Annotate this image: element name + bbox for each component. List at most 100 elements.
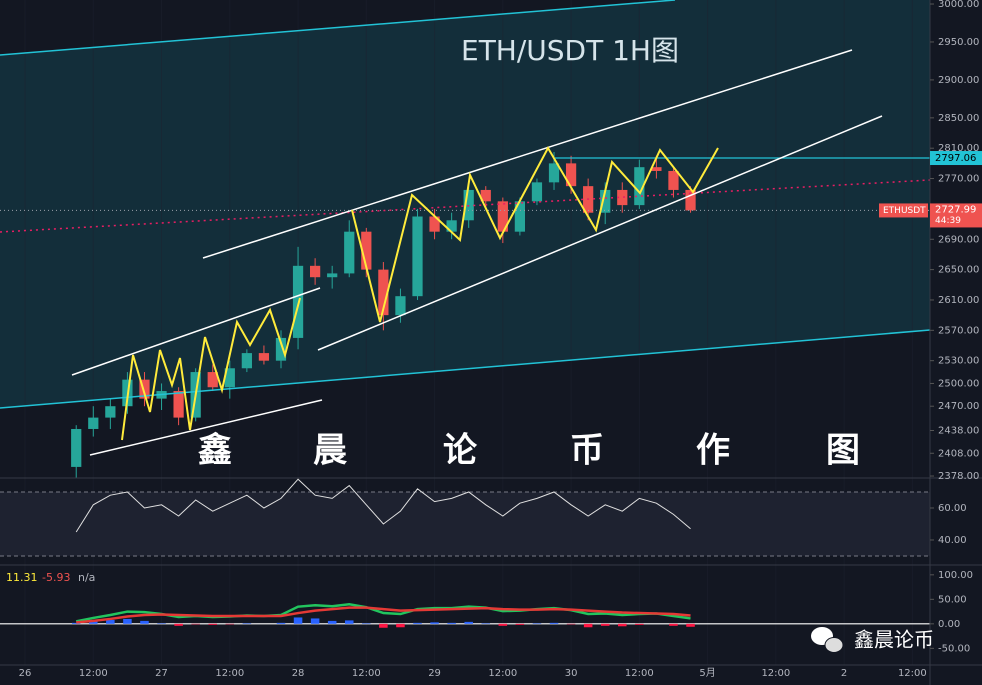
x-tick-label: 12:00 (488, 668, 517, 679)
histogram-bar (515, 623, 525, 625)
candle-body (139, 379, 150, 399)
candle-body (600, 189, 611, 213)
histogram-bar (379, 623, 388, 628)
brand-text: 鑫晨论币 (854, 628, 934, 652)
y-tick-label: 2530.00 (938, 356, 979, 367)
histogram-bar (344, 620, 354, 624)
band-fill (0, 491, 930, 556)
brand: 鑫晨论币 (811, 627, 934, 653)
watermark-char: 图 (826, 431, 860, 471)
histogram-bar (618, 623, 627, 627)
watermark-char: 鑫 (198, 431, 232, 471)
candle-body (71, 428, 82, 467)
histogram-bar (583, 623, 593, 628)
histogram-bar (447, 622, 456, 624)
price-badge-label: 2797.06 (935, 153, 976, 164)
y-tick-label: -50.00 (938, 643, 970, 654)
candle-body (685, 189, 696, 211)
price-badge (930, 151, 982, 166)
symbol-badge (879, 203, 928, 218)
trend-line (89, 399, 323, 456)
y-tick-label: 2610.00 (938, 295, 979, 306)
axes: 26 12:00 27 12:00 28 12:00 29 12:00 30 12:00 5月 12:… (6, 0, 982, 679)
candle-body (327, 273, 338, 278)
price-badge (930, 203, 982, 228)
candle-body (429, 216, 440, 232)
candle-body (514, 201, 526, 232)
histogram-bar (669, 623, 678, 626)
candle-body (344, 231, 355, 274)
y-tick-label: 2500.00 (938, 378, 979, 389)
x-tick-label: 30 (565, 668, 578, 679)
histogram-bar (686, 623, 695, 627)
y-tick-label: 3000.00 (938, 0, 979, 10)
y-tick-label: 50.00 (938, 594, 967, 605)
x-tick-label: 2 (841, 668, 847, 679)
annotations (0, 0, 931, 456)
candle-body (207, 372, 218, 388)
macd-header-value: n/a (78, 571, 95, 584)
x-tick-label: 12:00 (625, 668, 654, 679)
trend-line (317, 115, 883, 351)
macd-header-value: 11.31 (6, 571, 38, 584)
histogram-bar (71, 622, 81, 624)
candle-body (88, 417, 99, 429)
histogram-bar (549, 622, 559, 624)
trend-line (71, 287, 321, 376)
y-tick-label: 2690.00 (938, 234, 979, 245)
x-tick-label: 12:00 (761, 668, 790, 679)
candle-body (105, 406, 116, 418)
candle-body (310, 265, 321, 278)
y-tick-label: 2570.00 (938, 325, 979, 336)
candle-body (548, 163, 560, 183)
x-tick-label: 28 (292, 668, 305, 679)
candle-body (173, 391, 184, 418)
candle-body (224, 368, 235, 388)
channel-line (0, 329, 931, 409)
candle-body (668, 170, 679, 190)
histogram-bar (106, 619, 115, 624)
histogram-bar (413, 622, 422, 624)
y-tick-label: 2650.00 (938, 265, 979, 276)
histogram-bar (327, 620, 337, 624)
macd-line (76, 606, 691, 624)
macd-header-value: -5.93 (42, 571, 70, 584)
y-tick-label: 2810.00 (938, 143, 979, 154)
histogram-bar (174, 623, 183, 626)
candle-body (395, 296, 406, 316)
y-tick-label: 100.00 (938, 570, 973, 581)
y-tick-label: 2408.00 (938, 448, 979, 459)
symbol-label: ETHUSDT (883, 206, 926, 216)
histogram-bar (498, 623, 508, 626)
zigzag (351, 145, 719, 323)
watermark-char: 晨 (313, 431, 347, 471)
histogram-bar (600, 623, 610, 626)
chart-title: ETH/USDT 1H图 (461, 34, 679, 67)
histogram-bar (310, 618, 320, 624)
y-tick-label: 2950.00 (938, 37, 979, 48)
rsi-line (75, 478, 691, 533)
candle-body (565, 163, 577, 187)
x-tick-label: 29 (428, 668, 441, 679)
candle-body (480, 189, 491, 202)
x-tick-label: 5月 (699, 667, 715, 679)
histogram-bar (123, 618, 132, 624)
x-tick-label: 12:00 (352, 668, 381, 679)
watermark: 鑫 晨 论 币 作 图 (198, 431, 860, 471)
price-badge-label: 2727.99 (935, 204, 976, 215)
watermark-char: 作 (696, 431, 730, 471)
candle-body (361, 231, 372, 270)
histogram-bar (89, 620, 98, 624)
candle-body (634, 167, 645, 206)
candle-body (617, 189, 628, 206)
x-tick-label: 12:00 (215, 668, 244, 679)
x-tick-label: 27 (155, 668, 168, 679)
watermark-char: 币 (570, 431, 604, 471)
candle-body (446, 220, 457, 232)
histogram-bar (430, 622, 439, 624)
x-tick-label: 12:00 (898, 668, 927, 679)
y-tick-label: 2900.00 (938, 75, 979, 86)
candle-body (378, 269, 389, 316)
histogram-bar (276, 622, 286, 624)
